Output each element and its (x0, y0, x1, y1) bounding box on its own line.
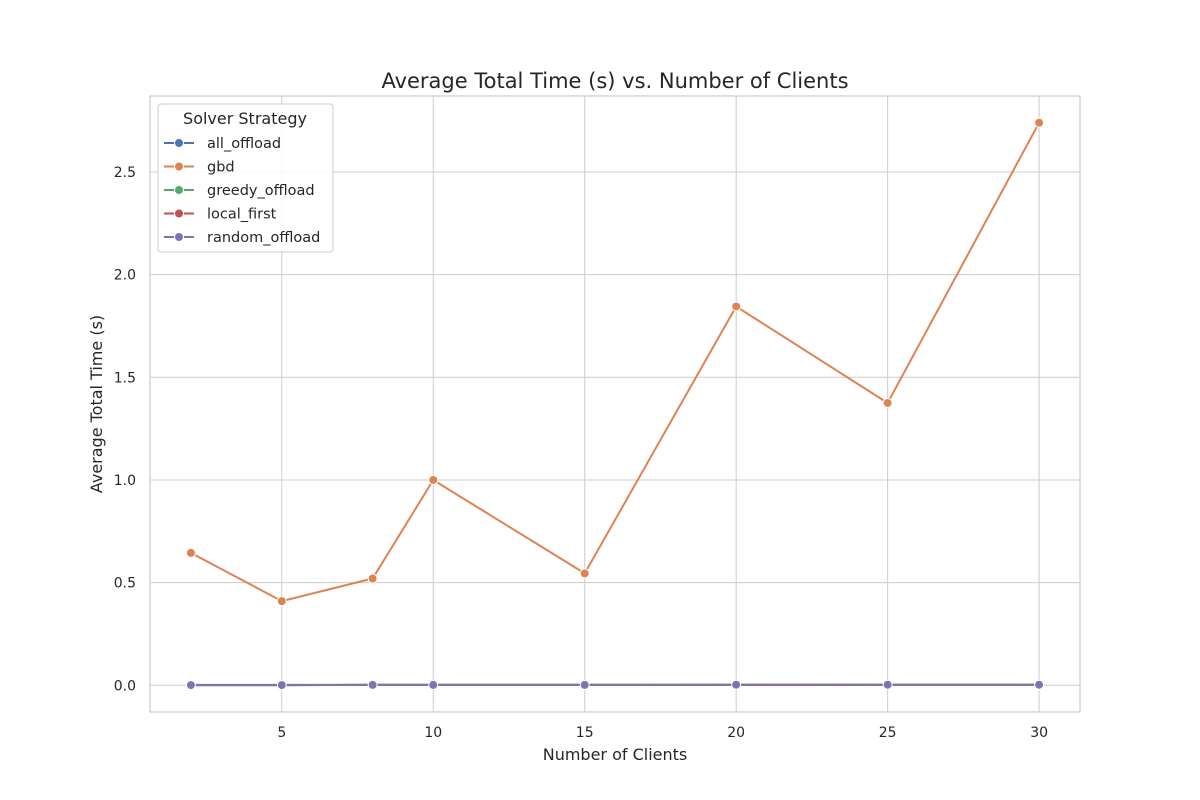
data-point-gbd (731, 301, 742, 312)
legend-swatch-marker (174, 161, 184, 172)
legend-label: all_offload (207, 136, 281, 152)
series-random_offload (185, 679, 1045, 691)
y-tick-label: 2.5 (114, 165, 136, 181)
y-tick-label: 1.5 (114, 370, 136, 386)
legend-item-gbd: gbd (164, 160, 235, 176)
data-point-random_offload (276, 680, 287, 691)
x-axis-label: Number of Clients (543, 745, 688, 764)
chart-title: Average Total Time (s) vs. Number of Cli… (381, 69, 848, 93)
legend-item-all_offload: all_offload (164, 136, 281, 152)
legend-box (157, 103, 334, 253)
legend-label: gbd (207, 160, 235, 176)
legend-item-local_first: local_first (164, 207, 277, 223)
data-point-gbd (579, 568, 590, 579)
data-point-gbd (882, 397, 893, 408)
y-tick-label: 1.0 (114, 473, 136, 489)
legend-swatch-marker (174, 208, 184, 219)
series-gbd (185, 117, 1045, 607)
y-tick-label: 0.0 (114, 678, 136, 694)
data-point-random_offload (428, 679, 439, 690)
legend-item-greedy_offload: greedy_offload (164, 183, 315, 199)
data-point-gbd (428, 474, 439, 485)
legend-label: greedy_offload (207, 183, 315, 199)
data-point-random_offload (185, 680, 196, 691)
x-tick-label: 5 (277, 725, 286, 741)
x-tick-label: 10 (424, 725, 442, 741)
y-axis-label: Average Total Time (s) (87, 315, 106, 493)
y-tick-label: 2.0 (114, 268, 136, 284)
x-tick-label: 25 (879, 725, 897, 741)
data-point-gbd (276, 596, 287, 607)
data-point-gbd (367, 573, 378, 584)
data-point-random_offload (367, 679, 378, 690)
data-point-gbd (185, 547, 196, 558)
data-point-gbd (1034, 117, 1045, 128)
data-point-random_offload (1034, 679, 1045, 690)
legend-label: local_first (207, 207, 277, 223)
data-point-random_offload (579, 679, 590, 690)
plot-series (185, 117, 1045, 691)
series-line-gbd (190, 122, 1040, 603)
axis-ticks: 5 10 15 20 25 30 0.0 0.5 1.0 1.5 2.0 2.5 (114, 165, 1048, 741)
data-point-random_offload (882, 679, 893, 690)
legend-item-random_offload: random_offload (164, 230, 320, 246)
y-tick-label: 0.5 (114, 576, 136, 592)
data-point-random_offload (731, 679, 742, 690)
x-tick-label: 30 (1030, 725, 1048, 741)
legend-label: random_offload (207, 230, 320, 246)
legend-swatch-marker (174, 185, 184, 195)
x-tick-label: 20 (727, 725, 745, 741)
legend-swatch-marker (174, 232, 184, 242)
legend-title: Solver Strategy (183, 109, 307, 128)
plot-frame (149, 95, 1081, 713)
x-tick-label: 15 (576, 725, 594, 741)
legend-swatch-marker (174, 138, 184, 148)
